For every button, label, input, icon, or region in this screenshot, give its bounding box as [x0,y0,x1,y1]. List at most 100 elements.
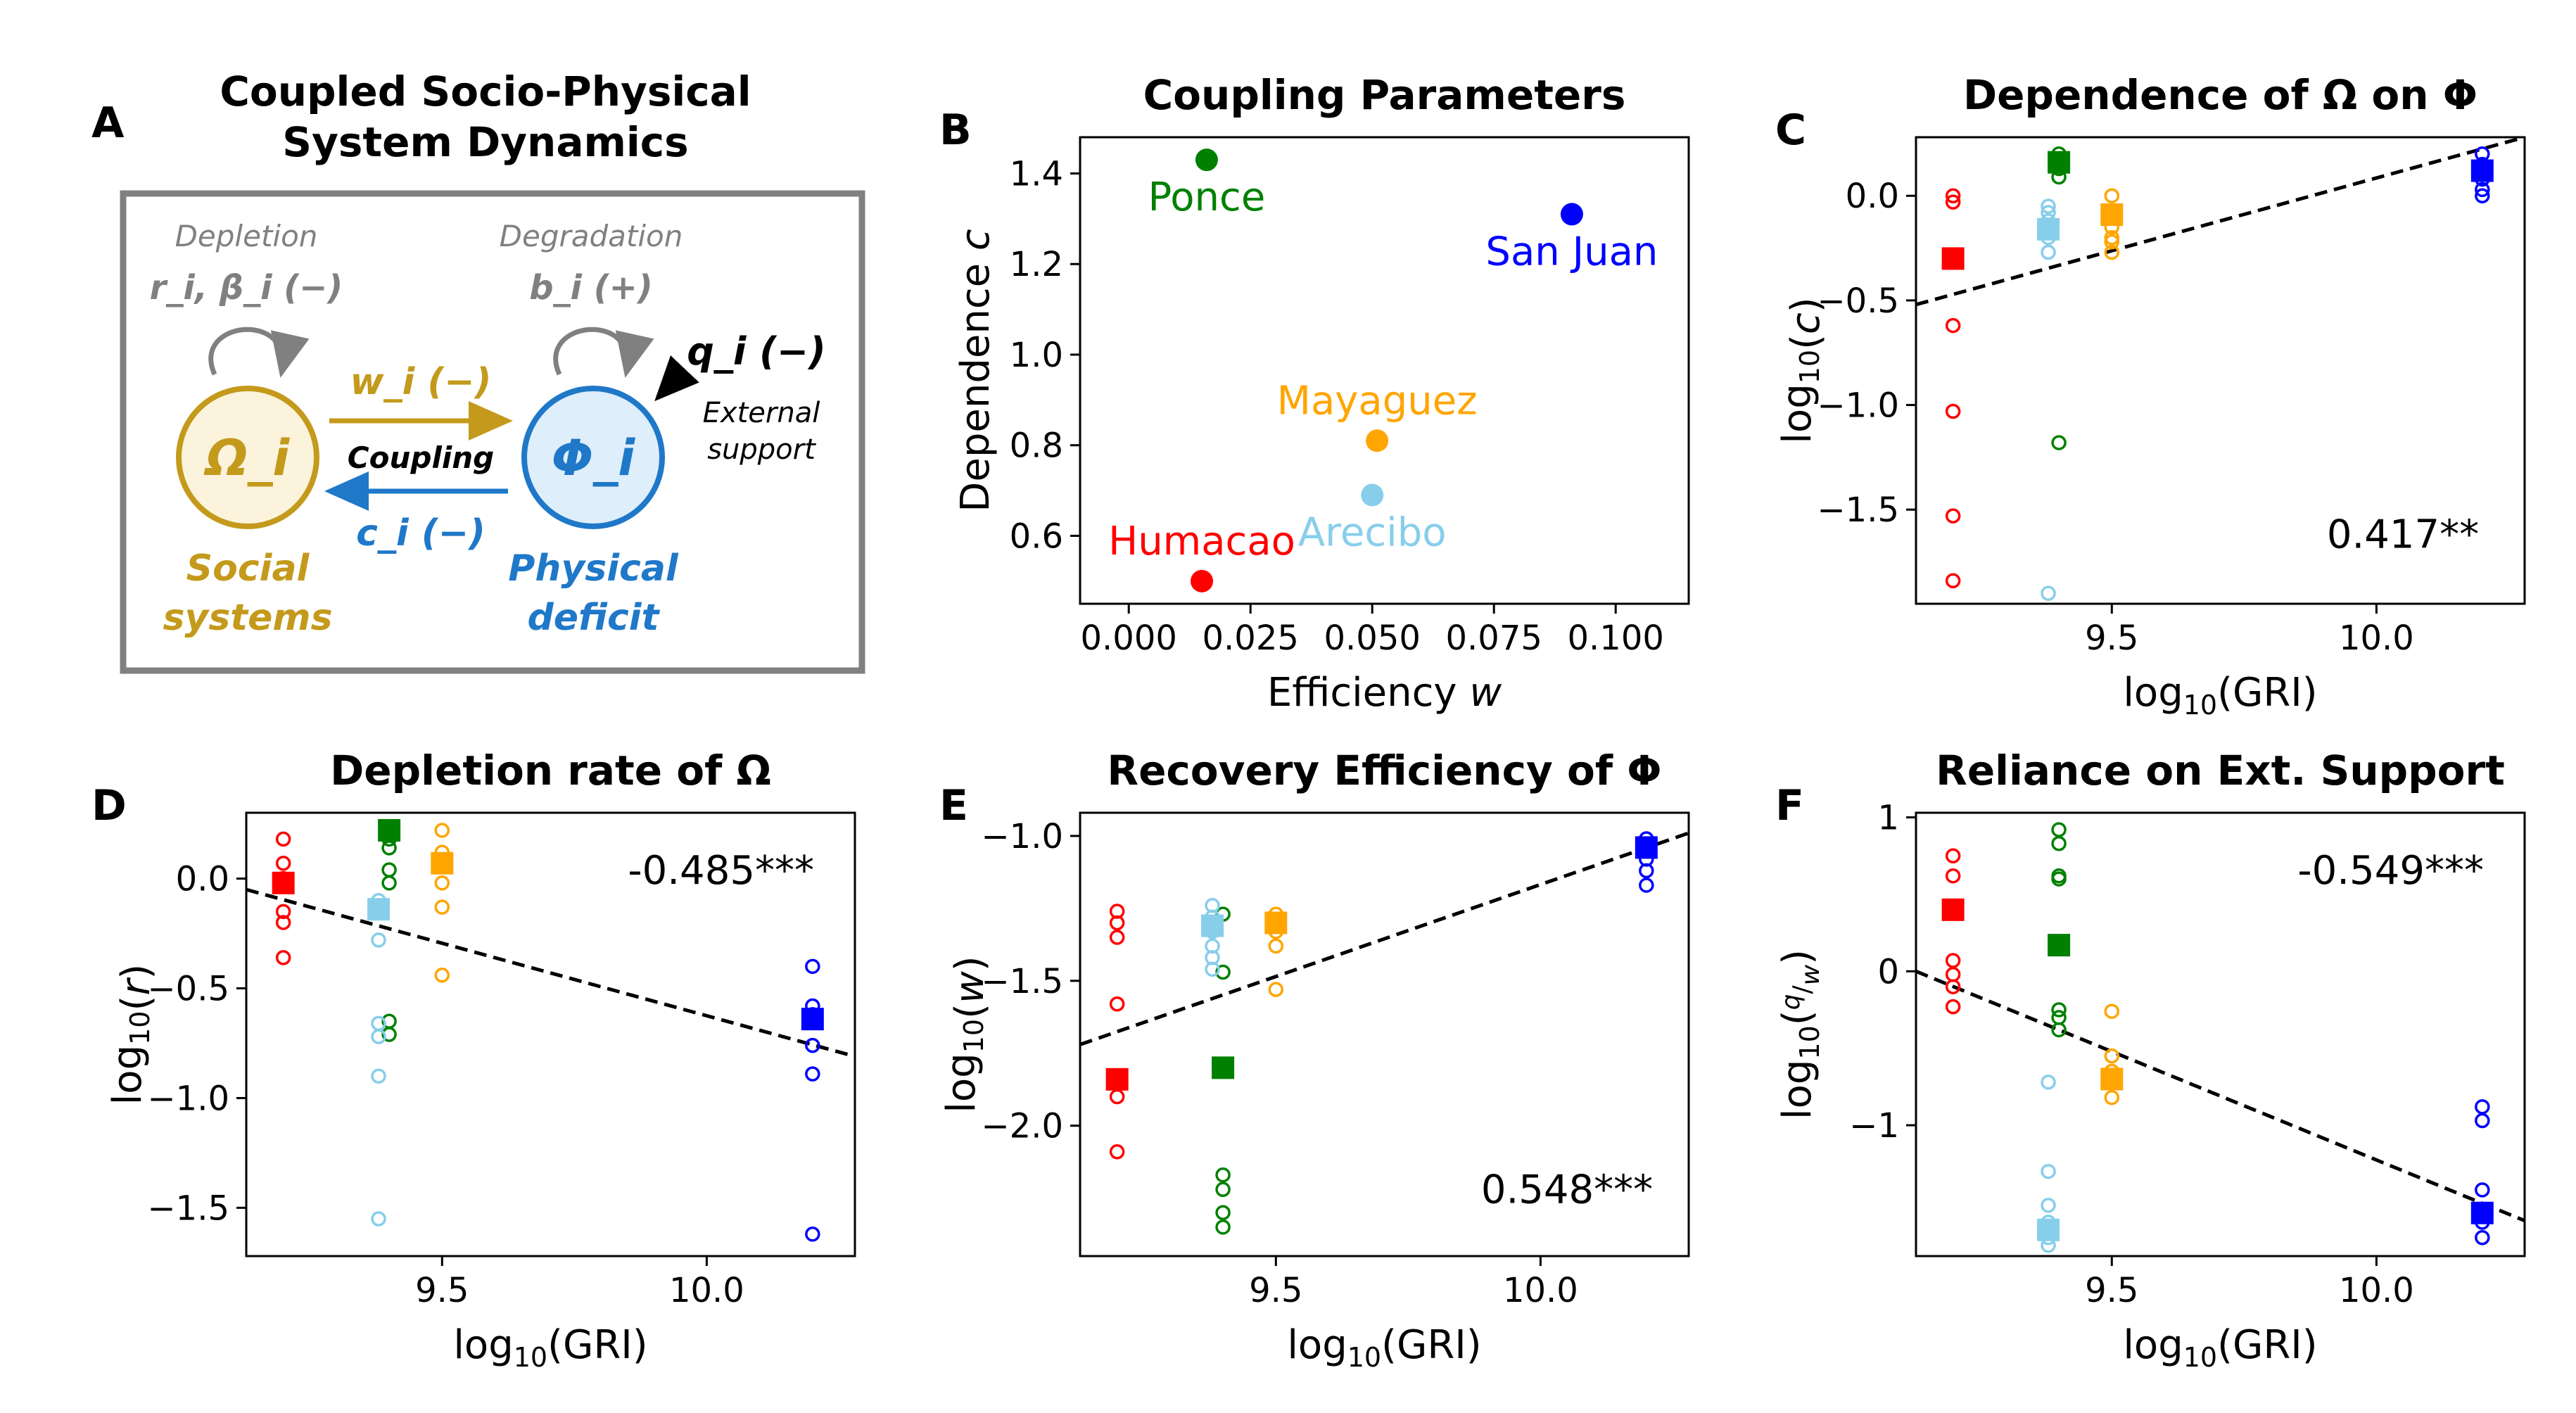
sample-humacao [275,831,291,847]
sample-ponce [2051,1010,2067,1025]
physical-node-label: Φ_i [552,429,636,487]
coupling-c-label: c_i (−) [356,512,486,555]
axes-frame [1079,811,1690,1257]
panel-letter-f: F [1775,781,1804,830]
sample-ponce [2051,1022,2067,1038]
mean-arecibo [2037,1218,2060,1241]
point-arecibo [1361,483,1384,507]
x-tick-label: 10.0 [2339,619,2414,658]
social-caption-2: systems [163,597,332,639]
social-node-label: Ω_i [203,429,291,487]
axes-frame [1915,136,2526,605]
y-tick-label: 1.2 [1010,245,1063,284]
external-label-1: External [703,397,820,429]
x-tick-label: 0.000 [1080,619,1176,658]
panel-e: E Recovery Efficiency of Φ 9.5 10.0 −1.0 −1.5… [939,747,1690,1373]
mean-san-juan [2470,159,2494,182]
x-tick-label: 9.5 [415,1271,469,1310]
external-label-2: support [707,433,816,466]
sample-san-juan [805,1227,820,1242]
panel-letter-c: C [1775,106,1806,155]
panel-letter-d: D [91,781,127,830]
y-axis-label: log10(q/w) [1775,949,1825,1120]
sample-ponce [1215,1167,1231,1183]
y-tick-label: −1.0 [1817,386,1899,426]
y-tick-label: 0 [1877,952,1899,991]
sample-san-juan [1639,877,1654,893]
sample-ponce [2051,822,2067,837]
panel-letter-a: A [91,99,125,148]
sample-mayaguez [2104,244,2120,260]
sample-humacao [275,904,291,920]
y-tick-label: −2.0 [981,1107,1063,1146]
sample-san-juan [2475,182,2490,198]
sample-humacao [1945,508,1961,524]
panel-a: A Coupled Socio-Physical System Dynamics… [91,68,865,674]
sample-arecibo [1205,961,1220,977]
y-tick-label: 0.0 [1846,177,1899,216]
mean-san-juan [801,1008,824,1031]
y-tick-label: −1.5 [1817,490,1899,530]
sample-san-juan [805,958,820,975]
mean-humacao [272,871,295,894]
sample-humacao [275,950,291,965]
sample-humacao [1945,868,1961,884]
x-tick-label: 9.5 [2085,619,2138,658]
sample-humacao [275,915,291,930]
y-tick-label: −0.5 [1817,281,1899,321]
plot-area [1916,137,2525,601]
sample-humacao [1109,996,1125,1012]
panel-f: F Reliance on Ext. Support 9.5 10.0 1 0 −1 log1… [1775,747,2526,1373]
point-humacao [1191,569,1213,593]
depletion-params: r_i, β_i (−) [150,268,343,308]
x-tick-label: 10.0 [669,1271,744,1310]
sample-humacao [1945,966,1961,982]
x-tick-label: 10.0 [1503,1271,1578,1310]
correlation-annotation: 0.417** [2327,512,2479,557]
sample-ponce [2051,435,2067,450]
sample-san-juan [805,1037,820,1053]
x-axis-label: log10(GRI) [453,1322,647,1373]
physical-caption-1: Physical [508,547,679,590]
sample-mayaguez [2104,1003,2120,1019]
point-ponce [1195,148,1218,172]
external-q-label: q_i (−) [687,329,826,374]
mean-mayaguez [1264,911,1288,934]
sample-arecibo [2041,1163,2056,1179]
degradation-loop-arrow [553,327,654,378]
point-mayaguez [1366,429,1389,452]
x-axis-label: log10(GRI) [1287,1322,1481,1373]
sample-arecibo [371,1029,386,1044]
sample-mayaguez [2104,229,2120,246]
sample-humacao [1109,1089,1125,1105]
sample-humacao [1945,953,1961,968]
sample-san-juan [2475,1230,2490,1246]
mean-humacao [1941,247,1965,270]
degradation-label: Degradation [500,219,683,253]
point-label: San Juan [1485,229,1658,274]
chart-title: Coupling Parameters [1143,71,1626,119]
external-support-arrow [654,355,699,402]
x-tick-label: 0.050 [1324,619,1420,658]
y-axis-label: log10(w) [939,956,993,1113]
sample-mayaguez [1268,938,1284,954]
chart-title: Depletion rate of Ω [330,747,771,794]
depletion-loop-arrow [208,327,310,378]
sample-arecibo [2041,1075,2056,1090]
sample-humacao [1109,1144,1125,1160]
mean-san-juan [2470,1201,2494,1224]
sample-ponce [2051,1002,2067,1018]
axes-frame [245,811,856,1257]
sample-arecibo [2041,585,2056,601]
point-label: Ponce [1148,175,1266,220]
sample-mayaguez [434,823,450,838]
fit-line [1080,831,1689,1046]
sample-humacao [1945,403,1961,419]
chart-title: Dependence of Ω on Φ [1963,71,2477,119]
x-axis-label: Efficiency w [1267,670,1502,716]
x-axis-label: log10(GRI) [2123,1322,2317,1373]
sample-mayaguez [434,968,450,983]
x-tick-label: 0.025 [1202,619,1298,658]
sample-ponce [381,875,397,891]
